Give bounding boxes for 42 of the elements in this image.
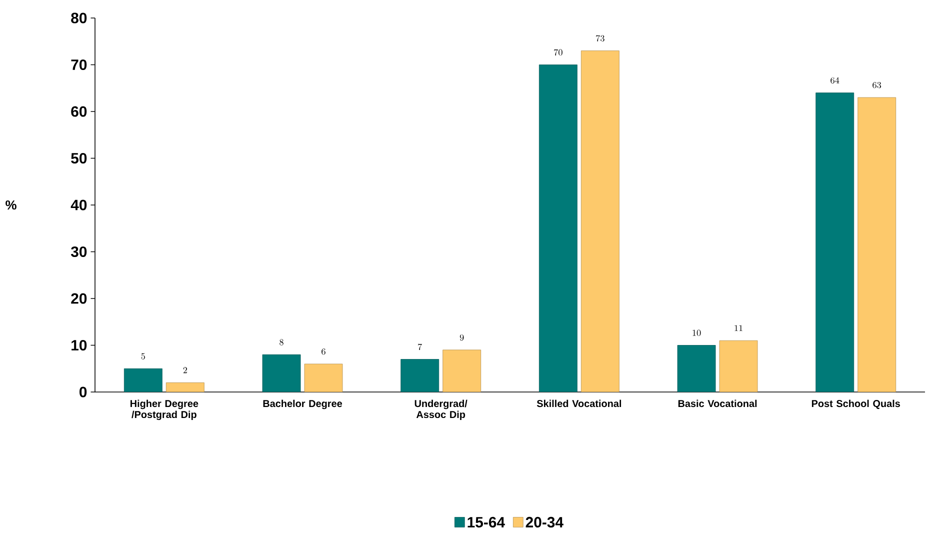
x-tick-label: Undergrad/ Assoc Dip: [414, 400, 468, 420]
data-label: 8: [280, 339, 284, 346]
legend-label: 20-34: [526, 516, 564, 528]
y-tick-label: 60: [71, 106, 87, 117]
data-label: 11: [734, 325, 742, 332]
bar: [400, 359, 440, 392]
data-label: 6: [322, 348, 326, 355]
y-axis-title: %: [6, 200, 16, 210]
data-label: 2: [183, 367, 187, 374]
bar: [304, 364, 343, 392]
x-tick-label: Bachelor Degree: [263, 400, 342, 410]
bar: [719, 340, 758, 392]
bar: [442, 350, 482, 392]
y-tick-label: 70: [71, 59, 87, 70]
data-label: 70: [554, 49, 562, 56]
legend-label: 15-64: [468, 516, 505, 528]
bar: [816, 92, 854, 392]
y-tick-label: 50: [71, 152, 87, 164]
data-label: 64: [830, 77, 840, 84]
y-tick-label: 40: [70, 200, 87, 210]
x-tick-label: Post School Quals: [812, 400, 900, 409]
y-tick-label: 0: [80, 386, 87, 398]
bar: [580, 50, 620, 392]
data-label: 5: [141, 353, 146, 360]
bar: [262, 354, 301, 392]
data-label: 73: [596, 35, 604, 42]
y-tick-label: 80: [71, 12, 87, 24]
bar: [166, 382, 204, 392]
y-tick-label: 30: [70, 246, 87, 258]
x-tick-label: Basic Vocational: [678, 400, 757, 408]
y-tick-label: 20: [71, 293, 87, 304]
data-label: 9: [460, 334, 464, 341]
y-tick-label: 10: [72, 340, 87, 351]
data-label: 63: [872, 82, 882, 88]
bar: [538, 64, 578, 392]
x-tick-label: Skilled Vocational: [536, 400, 622, 408]
data-label: 10: [692, 330, 701, 336]
bar: [677, 345, 716, 392]
bar: [858, 97, 896, 392]
bar: [124, 368, 162, 392]
data-label: 7: [418, 344, 422, 350]
x-tick-label: Higher Degree /Postgrad Dip: [130, 400, 198, 420]
